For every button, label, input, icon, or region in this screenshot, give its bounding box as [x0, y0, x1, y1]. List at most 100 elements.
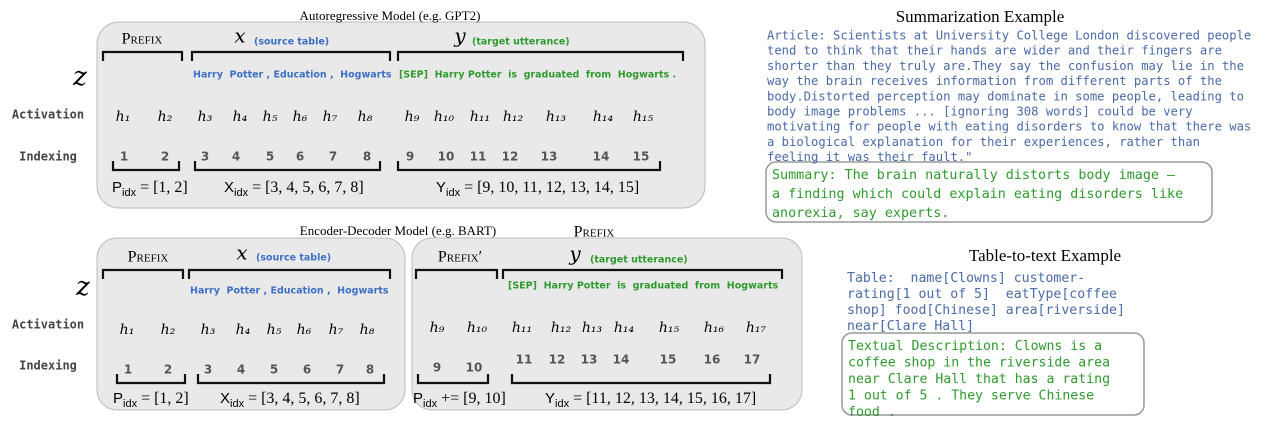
index-formula: Pidx = [1, 2]	[113, 390, 189, 410]
activation: h₅	[263, 109, 278, 125]
index: 13	[581, 353, 598, 367]
target-tokens: [SEP] Harry Potter is graduated from Hog…	[399, 70, 676, 81]
article-line: motivating for people with eating disord…	[767, 120, 1251, 134]
activation: h₁₁	[512, 320, 532, 336]
activation: h₁₂	[551, 320, 572, 336]
activation: h₇	[323, 109, 338, 125]
index: 15	[660, 353, 677, 367]
description-box	[841, 332, 1145, 416]
activation: h₁₄	[593, 109, 614, 125]
index: 1	[120, 150, 128, 164]
index: 6	[303, 363, 311, 377]
table-line: near[Clare Hall]	[847, 319, 974, 334]
article-line: body image problems ... [ignoring 308 wo…	[767, 105, 1193, 119]
activation: h₁₅	[659, 320, 680, 336]
activation: h₃	[201, 322, 216, 338]
formula-symbol: Y	[545, 390, 555, 407]
formula-subscript: idx	[122, 187, 137, 199]
index: 6	[296, 150, 304, 164]
bracket	[101, 50, 184, 61]
article-line: tend to think that their hands are wider…	[767, 44, 1222, 58]
formula-value: = [1, 2]	[141, 390, 189, 407]
activation: h₁	[116, 109, 131, 125]
bracket	[101, 268, 185, 279]
index: 9	[433, 361, 441, 375]
index-formula: Xidx = [3, 4, 5, 6, 7, 8]	[224, 179, 364, 199]
activation: h₈	[360, 322, 375, 338]
index: 4	[237, 363, 245, 377]
formula-subscript: idx	[230, 398, 245, 410]
index-formula: Xidx = [3, 4, 5, 6, 7, 8]	[220, 390, 360, 410]
index: 2	[164, 363, 172, 377]
bracket	[501, 268, 784, 279]
index: 10	[438, 150, 455, 164]
bracket	[111, 161, 181, 172]
prefix-label: Prefix	[128, 249, 169, 266]
index: 8	[363, 150, 371, 164]
index: 11	[470, 150, 487, 164]
row-label: Activation	[12, 318, 84, 332]
activation: h₉	[405, 109, 420, 125]
activation: h₂	[161, 322, 176, 338]
prefix-label: Prefix	[122, 31, 163, 48]
article-line: feeling it was their fault."	[767, 150, 972, 164]
summary-line: anorexia, say experts.	[772, 206, 949, 221]
index-formula: Pidx = [1, 2]	[112, 179, 188, 199]
activation: h₁₀	[467, 320, 488, 336]
table-line: shop] food[Chinese] area[riverside]	[847, 303, 1125, 318]
bracket	[414, 268, 499, 279]
index: 5	[266, 150, 274, 164]
activation: h₁₇	[746, 320, 767, 336]
index: 16	[704, 353, 721, 367]
formula-value: += [9, 10]	[441, 390, 506, 407]
activation: h₃	[198, 109, 213, 125]
activation: h₁₅	[633, 109, 654, 125]
index: 13	[541, 150, 558, 164]
section-title: Encoder-Decoder Model (e.g. BART)	[300, 223, 496, 238]
activation: h₈	[358, 109, 373, 125]
activation: h₁₂	[503, 109, 524, 125]
index: 1	[124, 363, 132, 377]
summary-line: Summary: The brain naturally distorts bo…	[772, 168, 1176, 183]
formula-symbol: X	[224, 179, 234, 196]
description-line: coffee shop in the riverside area	[848, 356, 1110, 371]
activation: h₂	[158, 109, 173, 125]
index: 2	[161, 150, 169, 164]
index: 12	[549, 353, 566, 367]
formula-subscript: idx	[555, 398, 570, 410]
formula-value: = [3, 4, 5, 6, 7, 8]	[252, 179, 364, 196]
bracket	[187, 268, 392, 279]
table-line: Table: name[Clowns] customer-	[847, 271, 1085, 286]
section-title: Table-to-text Example	[969, 246, 1121, 265]
y-note: (target utterance)	[590, 255, 688, 266]
description-line: food .	[848, 405, 896, 420]
x-note: (source table)	[256, 253, 331, 264]
description-line: Textual Description: Clowns is a	[848, 339, 1102, 354]
formula-subscript: idx	[234, 187, 249, 199]
row-label-z: z	[72, 62, 87, 92]
activation: h₁₃	[546, 109, 567, 125]
index-formula: Pidx += [9, 10]	[413, 390, 506, 410]
formula-subscript: idx	[123, 398, 138, 410]
bracket	[190, 50, 392, 61]
activation: h₁₀	[434, 109, 455, 125]
y-label: y	[453, 24, 466, 48]
bracket	[396, 161, 662, 172]
summary-box	[765, 161, 1213, 223]
bracket	[510, 374, 772, 385]
index: 17	[744, 353, 761, 367]
index: 5	[270, 363, 278, 377]
formula-value: = [3, 4, 5, 6, 7, 8]	[248, 390, 360, 407]
encoder-box	[96, 237, 406, 411]
y-note: (target utterance)	[472, 37, 570, 48]
formula-symbol: Y	[436, 179, 446, 196]
bracket	[115, 374, 187, 385]
article-line: shorter than they truly are.They say the…	[767, 59, 1244, 73]
bracket	[193, 161, 382, 172]
activation: h₄	[236, 322, 251, 338]
summary-line: a finding which could explain eating dis…	[772, 187, 1183, 202]
article-line: body.Distorted perception may dominate i…	[767, 89, 1244, 103]
bracket	[416, 374, 490, 385]
target-tokens: [SEP] Harry Potter is graduated from Hog…	[508, 281, 778, 292]
x-label: x	[234, 24, 245, 48]
